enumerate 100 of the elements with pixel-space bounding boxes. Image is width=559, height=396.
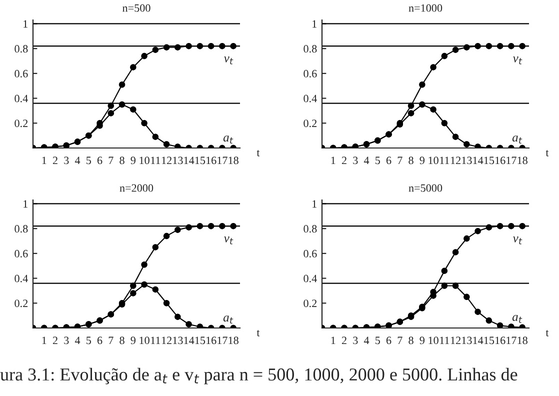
x-tick-label: 10	[428, 336, 438, 344]
y-tick-label: 0.6	[304, 70, 317, 78]
y-tick-label: 1	[312, 200, 316, 208]
x-tick-label: 14	[473, 156, 484, 164]
x-tick-label: 14	[473, 336, 484, 344]
x-tick-label: 1	[42, 156, 46, 164]
y-tick-label: 1	[312, 20, 316, 28]
x-tick-label: 3	[64, 336, 69, 344]
x-tick-label: 5	[86, 156, 91, 164]
x-tick-label: 13	[173, 156, 183, 164]
y-tick-label: 0.2	[14, 120, 28, 128]
x-tick-label: 17	[218, 336, 228, 344]
y-tick-label: 0.4	[14, 94, 28, 102]
x-tick-label: 16	[495, 156, 506, 164]
x-tick-label: 11	[151, 336, 160, 344]
x-tick-label: 7	[398, 336, 402, 344]
y-tick-label: 0.6	[14, 250, 28, 258]
x-tick-label: 15	[484, 156, 494, 164]
x-tick-label: 10	[140, 156, 150, 164]
y-tick-label: 1	[24, 200, 28, 208]
x-tick-label: 16	[206, 156, 216, 164]
x-tick-label: 10	[428, 156, 438, 164]
y-tick-label: 0.4	[304, 274, 317, 282]
y-tick-label: 0.4	[14, 274, 28, 282]
x-tick-label: 12	[162, 156, 172, 164]
x-tick-label: 9	[420, 156, 424, 164]
x-tick-label: 7	[108, 336, 114, 344]
x-tick-label: 2	[52, 156, 58, 164]
y-tick-label: 1	[24, 20, 28, 28]
x-axis-title: t	[546, 150, 549, 156]
x-tick-label: 7	[108, 156, 114, 164]
x-tick-label: 12	[162, 336, 172, 344]
x-tick-label: 15	[484, 336, 494, 344]
y-tick-label: 0.8	[14, 45, 28, 53]
x-tick-label: 11	[440, 156, 450, 164]
x-tick-label: 18	[518, 156, 528, 164]
x-tick-label: 9	[130, 156, 136, 164]
y-tick-label: 0.8	[14, 225, 28, 233]
x-tick-label: 7	[398, 156, 402, 164]
y-tick-label: 0.6	[14, 70, 28, 78]
x-tick-label: 5	[376, 336, 380, 344]
x-tick-label: 15	[195, 336, 206, 344]
x-tick-label: 12	[450, 156, 460, 164]
x-tick-label: 1	[331, 336, 336, 344]
x-axis-title: t	[256, 150, 260, 156]
x-axis-title: t	[546, 330, 549, 336]
x-tick-label: 5	[376, 156, 380, 164]
x-tick-label: 13	[173, 336, 183, 344]
x-tick-label: 14	[184, 156, 194, 164]
x-tick-label: 18	[518, 336, 528, 344]
series-label: v$_{t}$	[512, 236, 522, 244]
series-label: a$_{t}$	[223, 316, 234, 324]
x-tick-label: 8	[120, 156, 124, 164]
x-tick-label: 17	[506, 336, 516, 344]
x-tick-label: 9	[130, 336, 136, 344]
x-tick-label: 6	[386, 156, 392, 164]
x-tick-label: 15	[195, 156, 206, 164]
x-tick-label: 4	[74, 156, 80, 164]
x-tick-label: 4	[74, 336, 80, 344]
y-tick-label: 0.4	[304, 94, 317, 102]
x-tick-label: 6	[97, 156, 102, 164]
x-tick-label: 2	[52, 336, 58, 344]
x-tick-label: 8	[408, 156, 414, 164]
x-tick-label: 16	[206, 336, 216, 344]
y-tick-label: 0.8	[304, 225, 317, 233]
chart-title: n=2000	[120, 184, 154, 192]
x-tick-label: 13	[462, 156, 472, 164]
x-tick-label: 14	[184, 336, 194, 344]
x-tick-label: 1	[331, 156, 336, 164]
series-label: a$_{t}$	[512, 314, 522, 323]
x-tick-label: 11	[440, 336, 450, 344]
chart-title: n=500	[122, 4, 150, 12]
series-label: a$_{t}$	[223, 136, 234, 144]
x-tick-label: 17	[218, 156, 228, 164]
x-tick-label: 12	[450, 336, 460, 344]
series-label: a$_{t}$	[512, 136, 522, 144]
x-tick-label: 2	[342, 336, 346, 344]
x-tick-label: 10	[140, 336, 150, 344]
x-tick-label: 18	[228, 336, 238, 344]
y-tick-label: 0.8	[304, 45, 317, 53]
x-tick-label: 1	[42, 336, 46, 344]
x-tick-label: 9	[420, 336, 424, 344]
x-tick-label: 3	[353, 156, 358, 164]
y-tick-label: 0.2	[304, 300, 317, 308]
x-tick-label: 3	[64, 156, 69, 164]
x-tick-label: 13	[462, 336, 472, 344]
x-tick-label: 6	[97, 336, 102, 344]
text: ura 3.1: Evolução de a$_{t}$ e v$_{t}$ para n = 500, 1000, 2000 e 5000. Linhas de	[0, 368, 518, 384]
series-label: v$_{t}$	[224, 56, 234, 64]
y-tick-label: 0.2	[304, 120, 317, 128]
x-tick-label: 18	[228, 156, 238, 164]
series-label: v$_{t}$	[224, 236, 234, 244]
chart-title: n=1000	[408, 4, 442, 12]
x-tick-label: 6	[386, 336, 392, 344]
x-tick-label: 4	[364, 336, 370, 344]
x-tick-label: 17	[506, 156, 516, 164]
x-tick-label: 5	[86, 336, 91, 344]
x-tick-label: 2	[342, 156, 346, 164]
series-label: v$_{t}$	[512, 56, 522, 64]
chart-title: n=5000	[408, 184, 442, 192]
